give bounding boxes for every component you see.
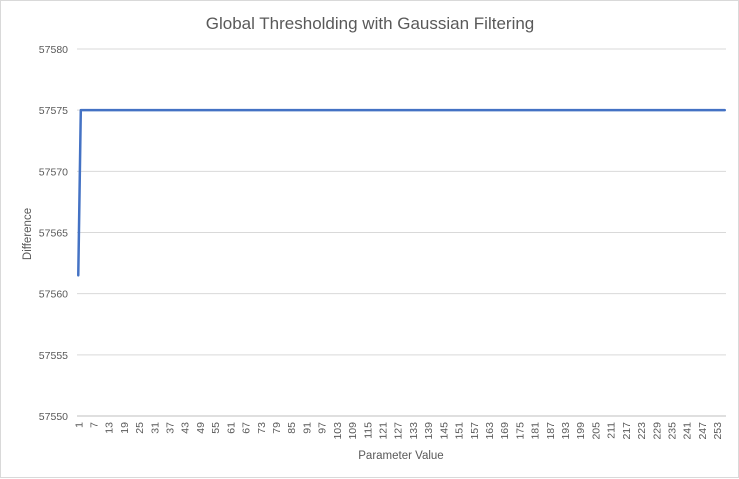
x-tick-label: 85 <box>286 422 298 434</box>
x-tick-label: 199 <box>575 422 587 440</box>
x-tick-label: 109 <box>347 422 359 440</box>
x-tick-label: 205 <box>590 422 602 440</box>
x-tick-label: 181 <box>530 422 542 440</box>
x-tick-label: 31 <box>149 422 161 434</box>
x-tick-label: 127 <box>393 422 405 440</box>
y-tick-label: 57560 <box>39 289 68 301</box>
x-tick-label: 61 <box>225 422 237 434</box>
x-tick-label: 25 <box>134 422 146 434</box>
x-tick-label: 223 <box>636 422 648 440</box>
x-tick-label: 19 <box>119 422 131 434</box>
y-axis-title: Difference <box>22 208 34 260</box>
x-axis-title: Parameter Value <box>358 450 443 462</box>
x-tick-label: 229 <box>651 422 663 440</box>
x-tick-label: 241 <box>682 422 694 440</box>
y-tick-label: 57555 <box>39 350 68 362</box>
x-tick-label: 79 <box>271 422 283 434</box>
x-tick-label: 163 <box>484 422 496 440</box>
x-tick-label: 193 <box>560 422 572 440</box>
x-tick-label: 91 <box>301 422 313 434</box>
x-axis-ticks: 1 7 13 19 25 31 37 43 49 55 61 67 73 79 85 91 97 103 109 11… <box>73 422 724 440</box>
x-tick-label: 73 <box>256 422 268 434</box>
x-tick-label: 1 <box>73 422 85 428</box>
x-tick-label: 43 <box>180 422 192 434</box>
chart-title: Global Thresholding with Gaussian Filter… <box>206 14 535 33</box>
y-tick-label: 57565 <box>39 228 68 240</box>
x-tick-label: 217 <box>621 422 633 440</box>
x-tick-label: 67 <box>241 422 253 434</box>
x-tick-label: 121 <box>377 422 389 440</box>
x-tick-label: 169 <box>499 422 511 440</box>
x-tick-label: 7 <box>88 422 100 428</box>
x-tick-label: 49 <box>195 422 207 434</box>
x-tick-label: 103 <box>332 422 344 440</box>
y-tick-label: 57580 <box>39 44 68 56</box>
x-tick-label: 157 <box>469 422 481 440</box>
x-tick-label: 139 <box>423 422 435 440</box>
x-tick-label: 253 <box>712 422 724 440</box>
x-tick-label: 37 <box>165 422 177 434</box>
y-axis-ticks: 57550 57555 57560 57565 57570 57575 57580 <box>39 44 68 423</box>
series-line <box>77 108 726 277</box>
x-tick-label: 175 <box>514 422 526 440</box>
x-tick-label: 151 <box>454 422 466 440</box>
gridlines <box>77 48 726 417</box>
x-tick-label: 187 <box>545 422 557 440</box>
series-layer <box>77 108 726 277</box>
x-tick-label: 115 <box>362 422 374 439</box>
x-tick-label: 211 <box>606 422 618 439</box>
y-tick-label: 57550 <box>39 411 68 423</box>
x-tick-label: 55 <box>210 422 222 434</box>
x-tick-label: 13 <box>104 422 116 434</box>
x-tick-label: 133 <box>408 422 420 440</box>
x-tick-label: 247 <box>697 422 709 440</box>
y-tick-label: 57575 <box>39 105 68 117</box>
x-tick-label: 235 <box>666 422 678 440</box>
y-tick-label: 57570 <box>39 166 68 178</box>
x-tick-label: 97 <box>317 422 329 434</box>
x-tick-label: 145 <box>438 422 450 440</box>
